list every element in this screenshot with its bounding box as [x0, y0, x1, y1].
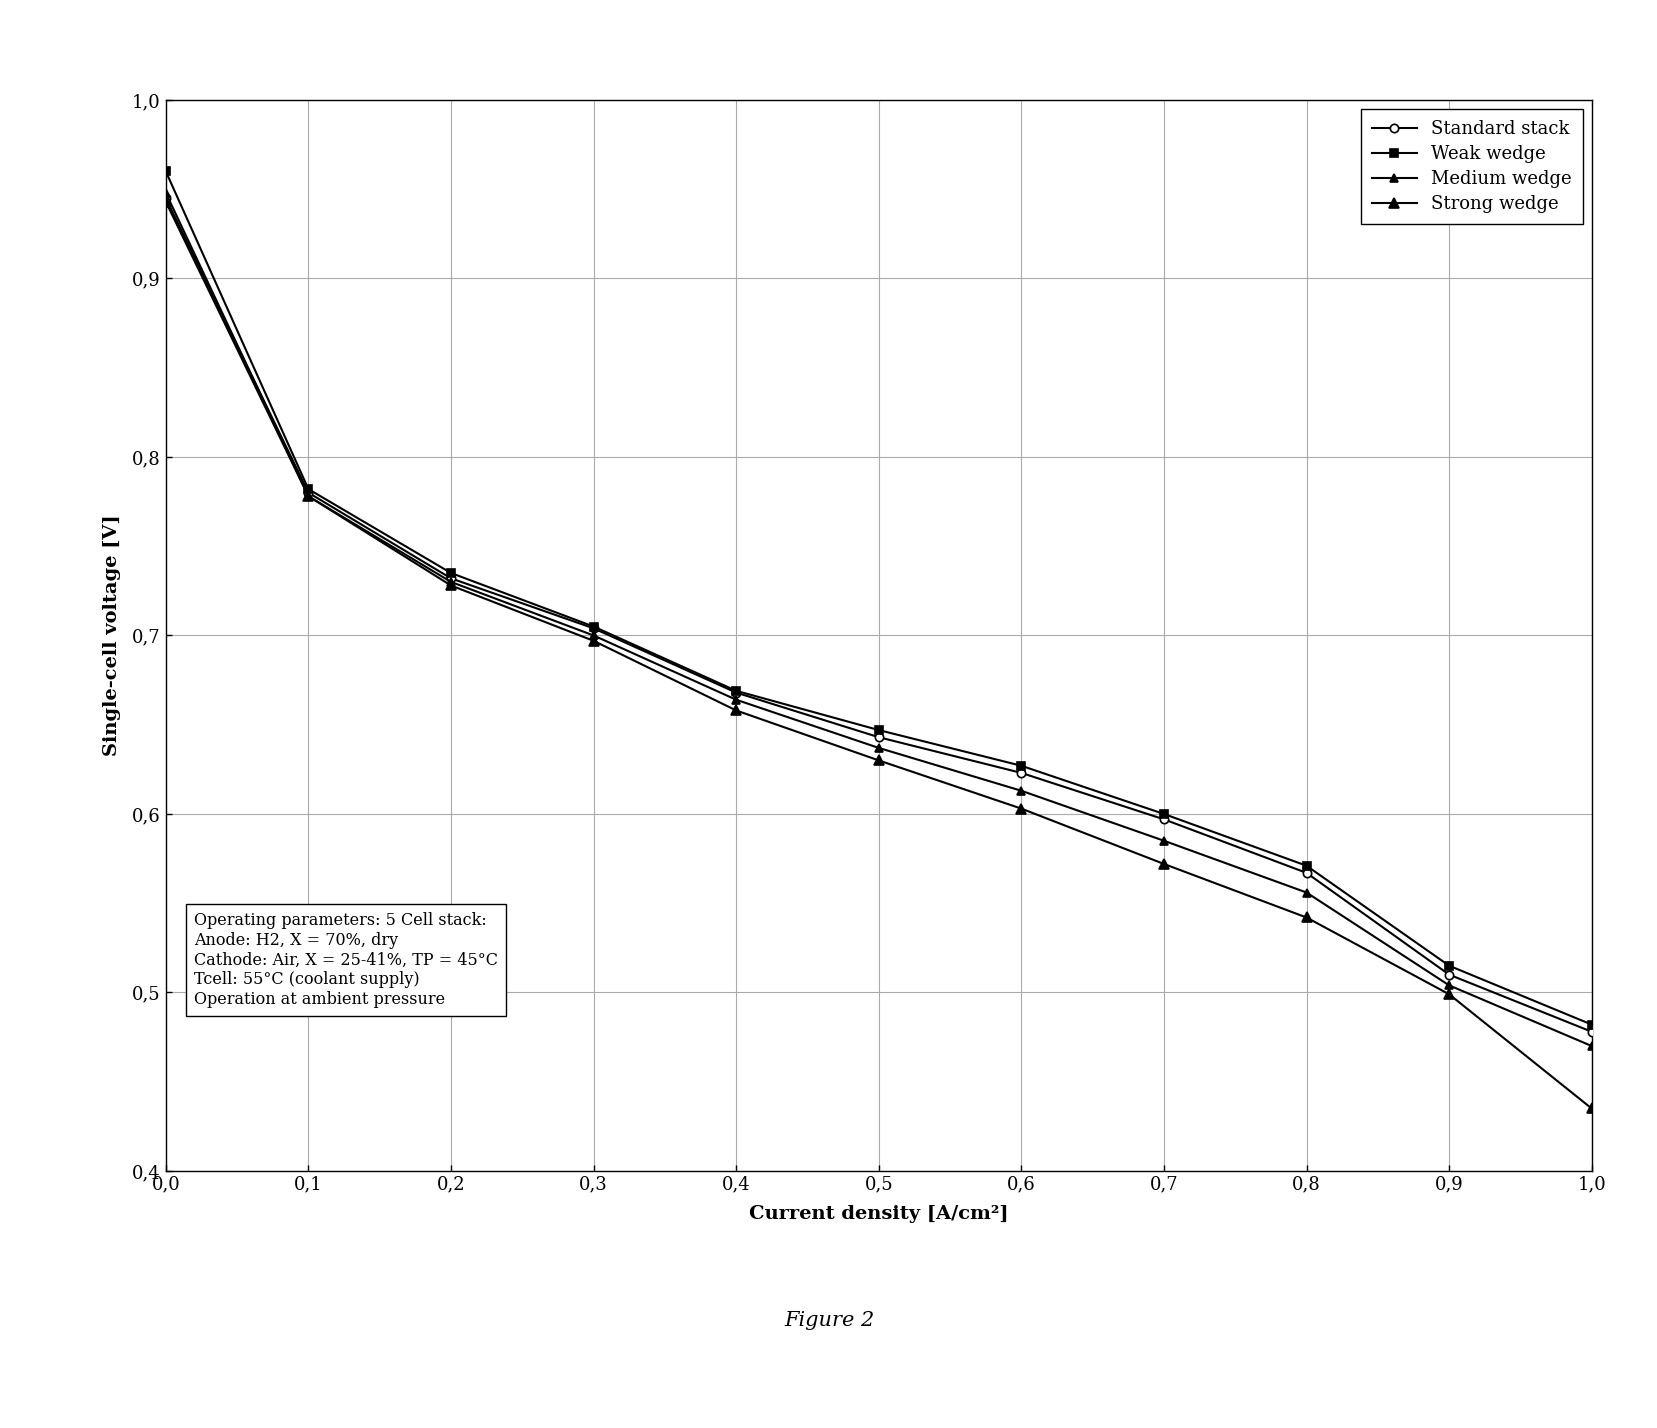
Strong wedge — [1153, 855, 1173, 873]
Standard stack — [726, 684, 746, 701]
Standard stack — [298, 484, 318, 501]
Weak wedge — [1438, 957, 1458, 974]
Text: Figure 2: Figure 2 — [784, 1311, 873, 1331]
Line: Standard stack: Standard stack — [161, 194, 1596, 1035]
Standard stack — [441, 570, 461, 587]
Strong wedge — [441, 577, 461, 594]
Standard stack — [868, 728, 888, 745]
Standard stack — [1296, 864, 1316, 881]
Medium wedge — [1581, 1038, 1601, 1055]
Medium wedge — [441, 574, 461, 591]
Line: Weak wedge: Weak wedge — [161, 167, 1596, 1028]
Medium wedge — [298, 488, 318, 506]
Weak wedge — [298, 480, 318, 498]
Medium wedge — [726, 691, 746, 708]
Weak wedge — [583, 618, 603, 635]
Strong wedge — [1011, 800, 1031, 817]
Medium wedge — [583, 627, 603, 644]
Standard stack — [1581, 1024, 1601, 1041]
Strong wedge — [1438, 985, 1458, 1002]
Medium wedge — [1153, 833, 1173, 850]
Medium wedge — [868, 740, 888, 757]
Line: Strong wedge: Strong wedge — [161, 197, 1596, 1114]
Weak wedge — [1581, 1017, 1601, 1034]
Strong wedge — [298, 488, 318, 506]
Text: Operating parameters: 5 Cell stack:
Anode: H2, X = 70%, dry
Cathode: Air, X = 25: Operating parameters: 5 Cell stack: Anod… — [194, 912, 499, 1008]
Y-axis label: Single-cell voltage [V]: Single-cell voltage [V] — [103, 514, 121, 757]
Weak wedge — [868, 721, 888, 738]
Line: Medium wedge: Medium wedge — [161, 188, 1596, 1050]
Strong wedge — [583, 633, 603, 650]
Standard stack — [583, 620, 603, 637]
Strong wedge — [868, 753, 888, 770]
Medium wedge — [156, 184, 176, 201]
Weak wedge — [441, 564, 461, 581]
Weak wedge — [726, 683, 746, 700]
Strong wedge — [726, 703, 746, 720]
Weak wedge — [156, 163, 176, 180]
Standard stack — [1011, 764, 1031, 781]
Standard stack — [1438, 967, 1458, 984]
Medium wedge — [1011, 783, 1031, 800]
X-axis label: Current density [A/cm²]: Current density [A/cm²] — [749, 1205, 1007, 1222]
Legend: Standard stack, Weak wedge, Medium wedge, Strong wedge: Standard stack, Weak wedge, Medium wedge… — [1360, 109, 1582, 224]
Strong wedge — [1581, 1100, 1601, 1117]
Standard stack — [1153, 811, 1173, 828]
Weak wedge — [1011, 757, 1031, 774]
Weak wedge — [1296, 857, 1316, 874]
Weak wedge — [1153, 805, 1173, 823]
Medium wedge — [1438, 977, 1458, 994]
Medium wedge — [1296, 884, 1316, 901]
Strong wedge — [1296, 910, 1316, 927]
Standard stack — [156, 190, 176, 207]
Strong wedge — [156, 193, 176, 210]
